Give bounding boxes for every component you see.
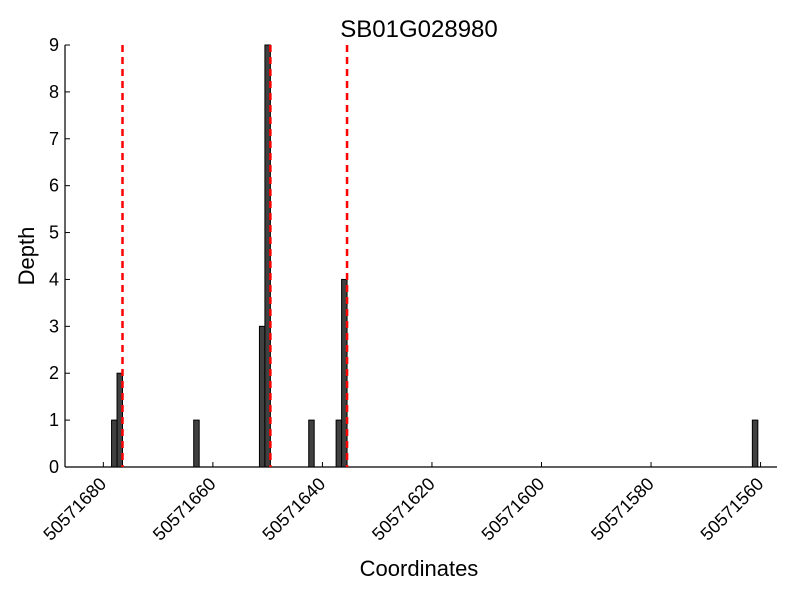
y-tick-label: 2 — [49, 363, 59, 383]
x-tick-label: 50571620 — [368, 474, 439, 545]
depth-bar — [308, 419, 315, 468]
x-tick-label: 50571600 — [478, 474, 549, 545]
y-tick-label: 7 — [49, 129, 59, 149]
depth-bar — [111, 419, 118, 468]
x-axis-title: Coordinates — [360, 556, 479, 581]
depth-bar — [751, 419, 759, 468]
depth-bar — [335, 419, 343, 468]
y-tick-label: 4 — [49, 269, 59, 289]
y-axis-title: Depth — [14, 227, 39, 286]
plot-area: 0 1 2 3 4 5 6 7 8 9 50571680 50571660 50571640 505716… — [39, 35, 777, 544]
y-tick-label: 0 — [49, 457, 59, 477]
chart-title: SB01G028980 — [340, 16, 497, 43]
y-tick-label: 3 — [49, 316, 59, 336]
x-tick-label: 50571680 — [39, 474, 110, 545]
y-tick-label: 9 — [49, 35, 59, 55]
y-tick-label: 6 — [49, 176, 59, 196]
depth-bar — [193, 419, 200, 468]
y-tick-label: 8 — [49, 82, 59, 102]
x-tick-label: 50571660 — [149, 474, 220, 545]
x-tick-label: 50571560 — [697, 474, 768, 545]
depth-bar — [258, 325, 266, 468]
x-tick-label: 50571640 — [258, 474, 329, 545]
x-tick-label: 50571580 — [587, 474, 658, 545]
y-tick-label: 5 — [49, 223, 59, 243]
y-tick-label: 1 — [49, 410, 59, 430]
